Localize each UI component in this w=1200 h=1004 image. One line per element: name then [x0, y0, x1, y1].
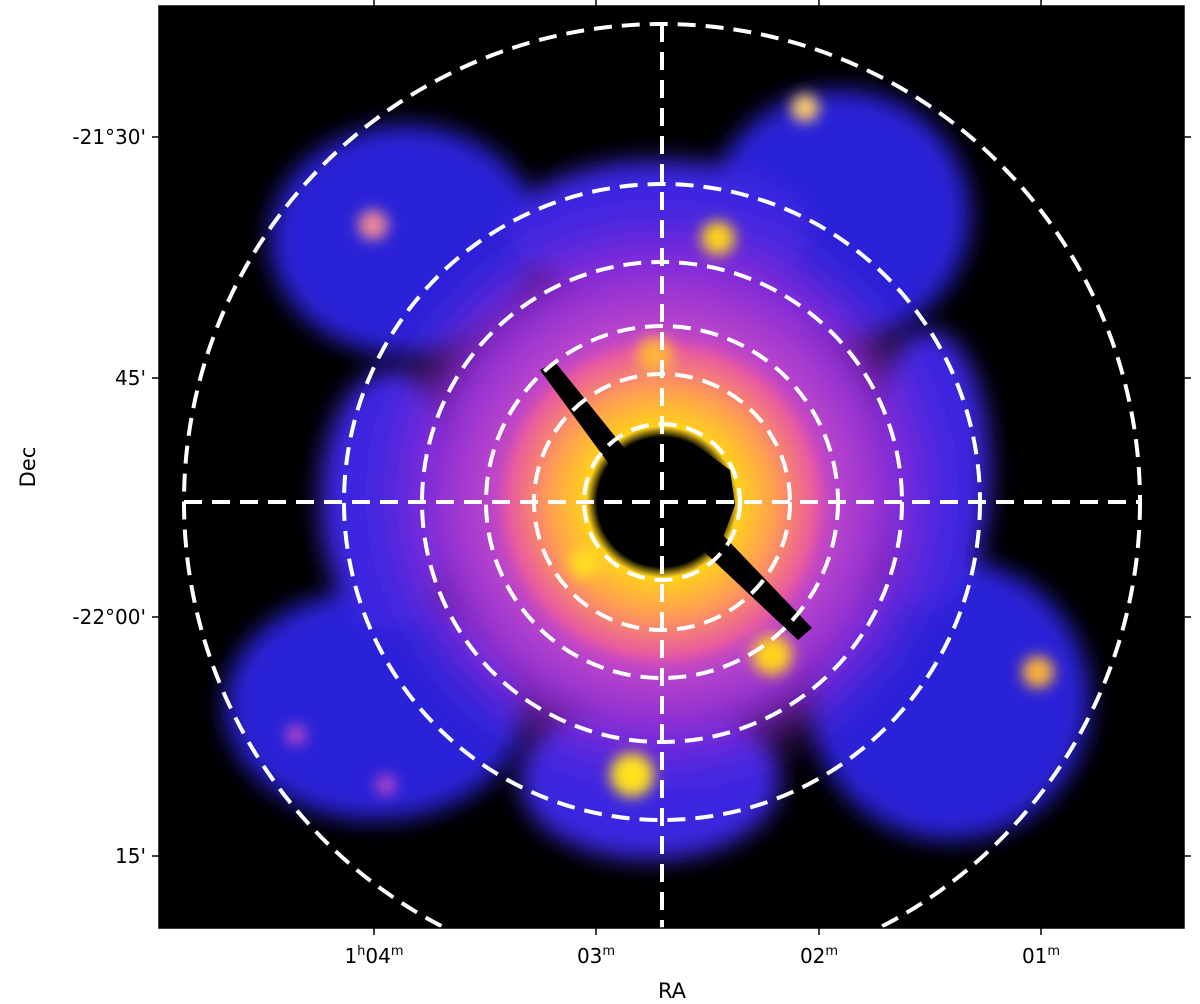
ra-tick-labels: 1h04m 03m 02m 01m — [344, 944, 1060, 968]
ra-tick-label-1: 1h04m — [344, 944, 403, 968]
ra-tick-label-2: 03m — [577, 944, 615, 968]
source-9 — [286, 725, 306, 745]
source-3 — [358, 210, 388, 240]
shadow-streak-upper-left — [540, 362, 630, 468]
ra-tick-label-4: 01m — [1022, 944, 1060, 968]
dec-tick-label-2: 45' — [115, 366, 146, 390]
source-6 — [752, 635, 792, 675]
source-10 — [376, 775, 396, 795]
source-2 — [701, 221, 735, 255]
source-8 — [1022, 656, 1054, 688]
source-5 — [570, 549, 598, 577]
image-panel — [159, 6, 1184, 928]
annulus-overlay — [182, 22, 1142, 928]
y-axis-title: Dec — [16, 447, 40, 488]
ticks — [152, 0, 1191, 935]
axes-frame — [158, 5, 1185, 929]
dec-tick-label-1: -21°30' — [72, 125, 146, 149]
source-1 — [791, 94, 819, 122]
x-axis-title: RA — [658, 979, 687, 1003]
lobe-upper-left — [270, 125, 540, 355]
dec-tick-label-3: -22°00' — [72, 605, 146, 629]
dec-tick-label-4: 15' — [115, 844, 146, 868]
dec-tick-labels: -21°30' 45' -22°00' 15' — [72, 125, 146, 868]
source-7 — [610, 753, 654, 797]
ra-tick-label-3: 02m — [800, 944, 838, 968]
source-4 — [637, 337, 673, 373]
lobe-lower-left — [225, 590, 525, 820]
